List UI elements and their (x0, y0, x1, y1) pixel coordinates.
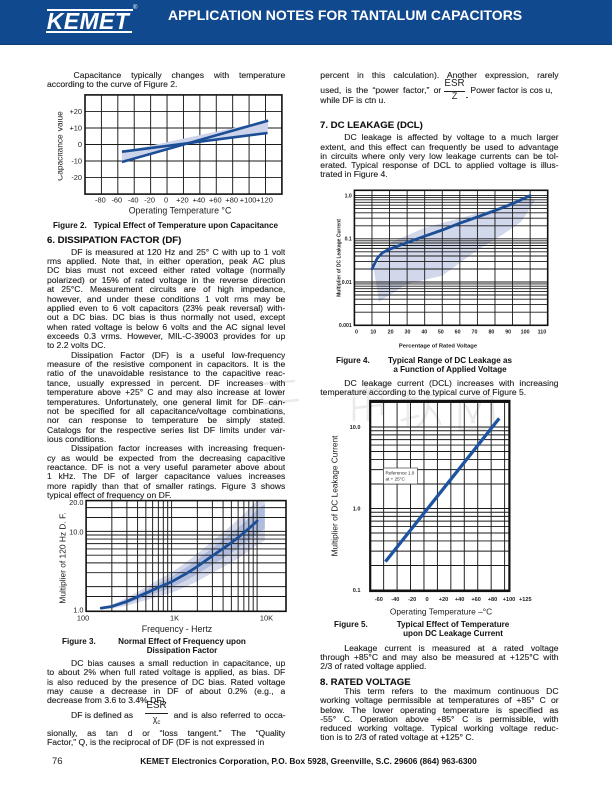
svg-text:+100: +100 (503, 597, 516, 603)
svg-text:Reference 1.0: Reference 1.0 (386, 470, 415, 475)
svg-text:100: 100 (77, 613, 89, 622)
svg-text:-60: -60 (375, 597, 383, 603)
svg-text:+125: +125 (519, 597, 532, 603)
svg-text:0.1: 0.1 (353, 588, 361, 594)
svg-text:Capacitance Value: Capacitance Value (58, 111, 65, 181)
svg-text:10.0: 10.0 (69, 528, 83, 537)
svg-text:-20: -20 (71, 173, 82, 182)
svg-text:0: 0 (78, 140, 82, 149)
svg-text:Multiplier of DC Leakage Curre: Multiplier of DC Leakage Current (330, 435, 340, 557)
svg-text:-40: -40 (391, 597, 399, 603)
svg-text:Operating Temperature –°C: Operating Temperature –°C (390, 607, 492, 617)
svg-text:-80: -80 (95, 195, 106, 204)
svg-text:30: 30 (405, 330, 411, 336)
svg-text:60: 60 (455, 330, 461, 336)
svg-text:+40: +40 (455, 597, 465, 603)
svg-text:90: 90 (505, 330, 511, 336)
svg-text:20: 20 (388, 330, 394, 336)
svg-text:1.0: 1.0 (345, 193, 352, 199)
svg-text:40: 40 (421, 330, 427, 336)
svg-text:10.0: 10.0 (350, 425, 361, 431)
svg-text:+20: +20 (69, 107, 82, 116)
svg-text:at + 25°C: at + 25°C (386, 476, 406, 481)
svg-text:Operating Temperature °C: Operating Temperature °C (129, 206, 232, 216)
svg-text:0.01: 0.01 (342, 280, 352, 286)
svg-text:0: 0 (355, 330, 358, 336)
svg-text:20.0: 20.0 (69, 498, 83, 507)
svg-text:Multiplier of 120 Hz D. F.: Multiplier of 120 Hz D. F. (58, 512, 68, 603)
svg-text:70: 70 (472, 330, 478, 336)
svg-text:50: 50 (438, 330, 444, 336)
svg-text:110: 110 (538, 330, 547, 336)
svg-text:+80: +80 (488, 597, 498, 603)
svg-text:Percentage of Rated Voltage: Percentage of Rated Voltage (399, 343, 478, 349)
svg-text:+40: +40 (193, 195, 206, 204)
svg-text:+80: +80 (225, 195, 238, 204)
svg-text:100: 100 (521, 330, 530, 336)
svg-text:0: 0 (164, 195, 168, 204)
svg-text:+10: +10 (69, 124, 82, 133)
svg-text:+20: +20 (439, 597, 449, 603)
svg-text:10K: 10K (260, 613, 273, 622)
svg-text:1.0: 1.0 (73, 605, 83, 614)
svg-text:0: 0 (426, 597, 429, 603)
svg-text:-20: -20 (144, 195, 155, 204)
svg-text:-40: -40 (128, 195, 139, 204)
svg-text:0.001: 0.001 (339, 323, 352, 329)
svg-text:+60: +60 (209, 195, 222, 204)
svg-text:+60: +60 (471, 597, 481, 603)
svg-text:+20: +20 (176, 195, 189, 204)
svg-text:-60: -60 (111, 195, 122, 204)
svg-text:1K: 1K (170, 613, 179, 622)
svg-text:Frequency - Hertz: Frequency - Hertz (142, 624, 212, 634)
svg-text:1.0: 1.0 (353, 507, 361, 513)
svg-text:+120: +120 (256, 195, 273, 204)
svg-text:-10: -10 (71, 157, 82, 166)
svg-text:80: 80 (488, 330, 494, 336)
svg-text:0.1: 0.1 (345, 237, 352, 243)
svg-text:-20: -20 (408, 597, 416, 603)
svg-text:+100: +100 (240, 195, 257, 204)
svg-text:Multiplier of DC Leakage Curre: Multiplier of DC Leakage Current (337, 219, 343, 297)
svg-text:10: 10 (370, 330, 376, 336)
